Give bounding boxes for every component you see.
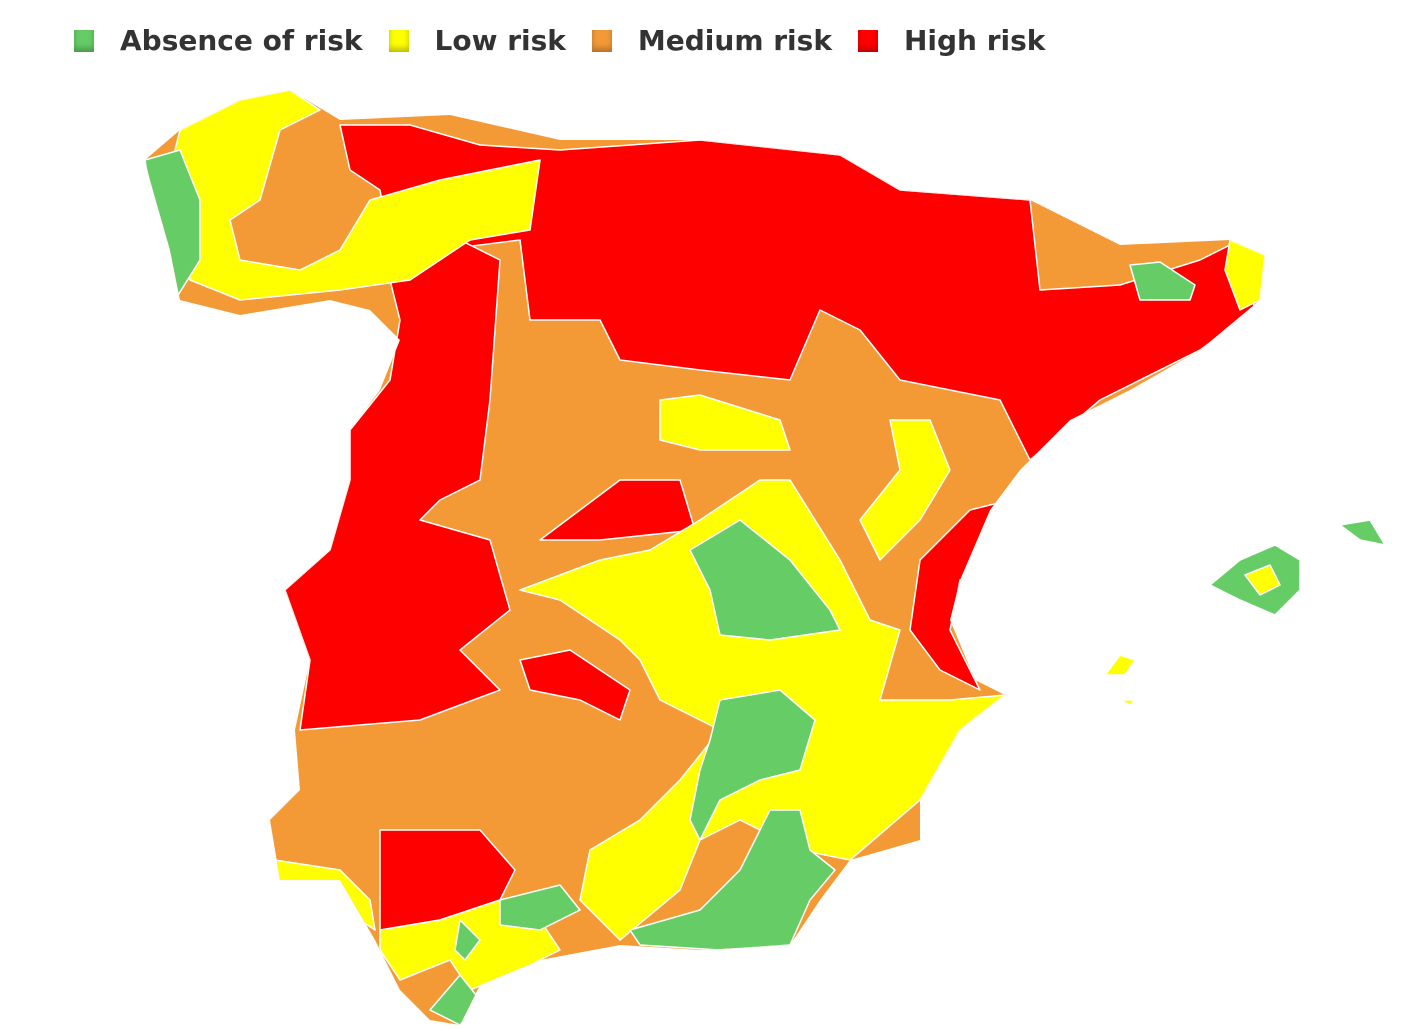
region: [1129, 261, 1196, 301]
region: [454, 919, 481, 961]
legend: Absence of risk Low risk Medium risk Hig…: [74, 24, 1071, 57]
legend-item: Absence of risk: [74, 24, 363, 57]
legend-label: Absence of risk: [120, 24, 363, 57]
region: [1104, 654, 1136, 676]
legend-label: High risk: [903, 24, 1046, 57]
region: [1224, 239, 1265, 311]
region: [689, 519, 841, 641]
region: [339, 124, 1256, 461]
legend-label: Low risk: [434, 24, 566, 57]
legend-swatch: [857, 29, 878, 52]
region: [1339, 519, 1386, 546]
legend-swatch: [591, 29, 612, 52]
region: [499, 884, 581, 931]
region: [689, 689, 816, 841]
legend-item: Low risk: [388, 24, 566, 57]
legend-item: Medium risk: [591, 24, 832, 57]
region: [174, 90, 541, 301]
legend-item: High risk: [857, 24, 1046, 57]
region: [519, 649, 631, 721]
region: [659, 394, 791, 451]
legend-swatch: [388, 29, 409, 52]
islands: [1104, 519, 1386, 706]
region: [284, 229, 511, 731]
legend-label: Medium risk: [637, 24, 832, 57]
legend-swatch: [74, 29, 94, 52]
region: [539, 479, 696, 541]
region: [1119, 699, 1136, 706]
region: [1244, 564, 1281, 596]
region: [859, 419, 951, 561]
